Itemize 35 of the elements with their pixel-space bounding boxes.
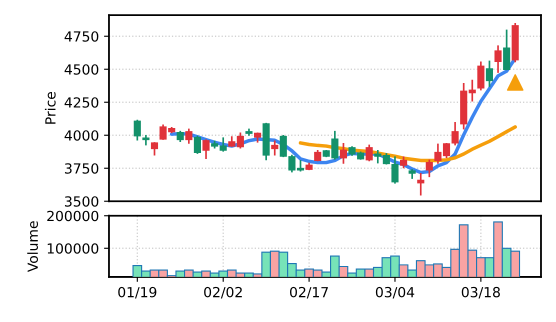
y-tick-label: 4500 bbox=[64, 64, 98, 75]
y-axis-title: Volume bbox=[27, 221, 38, 272]
candlestick bbox=[503, 30, 510, 70]
x-tick-label: 03/04 bbox=[376, 286, 414, 298]
candlestick bbox=[452, 122, 459, 146]
candlestick bbox=[185, 128, 192, 144]
candlestick bbox=[477, 62, 484, 90]
y-tick-label: 4250 bbox=[64, 97, 98, 108]
candlestick bbox=[314, 150, 322, 162]
y-tick-label: 4750 bbox=[64, 31, 98, 42]
x-tick-label: 02/02 bbox=[204, 286, 242, 298]
candlestick bbox=[494, 45, 502, 73]
y-tick-label: 200000 bbox=[47, 210, 98, 222]
candlestick bbox=[400, 156, 408, 168]
y-tick-label: 3500 bbox=[64, 196, 98, 207]
line-series bbox=[298, 125, 517, 162]
y-tick-label: 4000 bbox=[64, 130, 98, 141]
candlestick bbox=[150, 142, 158, 156]
candlestick bbox=[426, 160, 433, 178]
x-tick-label: 03/18 bbox=[462, 286, 500, 298]
y-axis-title: Price bbox=[44, 92, 56, 124]
candlestick bbox=[176, 130, 184, 142]
candlestick bbox=[340, 142, 348, 164]
candlestick bbox=[486, 60, 494, 87]
x-tick-label: 02/17 bbox=[290, 286, 328, 298]
candlestick bbox=[366, 144, 373, 162]
candlestick bbox=[271, 140, 278, 156]
candlestick bbox=[202, 139, 210, 160]
candlestick bbox=[417, 172, 424, 196]
candlestick bbox=[134, 120, 141, 140]
x-tick-label: 01/19 bbox=[118, 286, 156, 298]
candlestick bbox=[194, 136, 201, 154]
candlestick bbox=[391, 156, 399, 184]
y-tick-label: 3750 bbox=[64, 163, 98, 174]
y-tick-label: 100000 bbox=[48, 243, 98, 254]
